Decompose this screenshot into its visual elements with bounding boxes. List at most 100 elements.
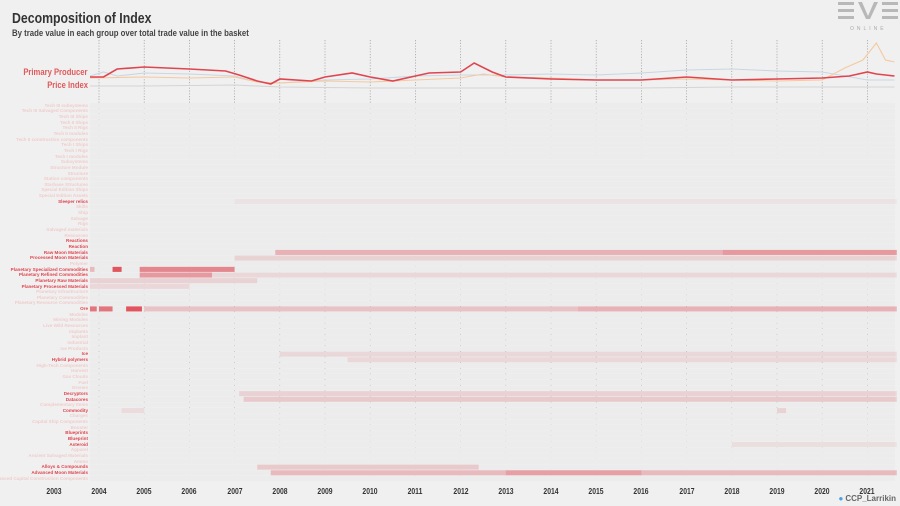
row-label: Datacores — [65, 396, 88, 402]
row-label: Tech I Rigs — [63, 147, 88, 153]
heatmap-cell — [347, 357, 897, 363]
heatmap-row-bg — [90, 148, 895, 154]
heatmap-row-bg — [90, 278, 895, 284]
row-label: Commodity — [62, 407, 88, 413]
heatmap-cell — [139, 266, 235, 272]
row-label: Ammo — [73, 458, 88, 464]
heatmap-row-bg — [90, 447, 895, 453]
heatmap-row-bg — [90, 232, 895, 238]
row-label: Tech I Ships — [61, 142, 88, 148]
heatmap-row-bg — [90, 266, 895, 272]
heatmap-row-bg — [90, 323, 895, 329]
heatmap-cell — [257, 464, 479, 470]
heatmap-row-bg — [90, 193, 895, 199]
row-label: Hybrid polymers — [51, 356, 88, 362]
heatmap-row-bg — [90, 119, 895, 125]
heatmap-cell — [89, 266, 95, 272]
credit: ● CCP_Larrikin — [838, 494, 896, 504]
row-label: Planetary Processed Materials — [21, 283, 88, 289]
row-label: Harvest — [71, 368, 88, 374]
x-tick-label: 2011 — [408, 487, 423, 496]
heatmap-row-bg — [90, 131, 895, 137]
heatmap-row-bg — [90, 374, 895, 380]
row-label: Tech III Salvaged Components — [21, 108, 88, 114]
row-label: Reaction — [68, 243, 88, 249]
heatmap-cell — [239, 391, 897, 397]
row-label: Blueprints — [65, 430, 88, 436]
row-label: Raw Moon Materials — [43, 249, 88, 255]
heatmap-row-bg — [90, 227, 895, 233]
heatmap-cell — [121, 408, 145, 414]
heatmap-cell — [505, 470, 642, 476]
heatmap-row-bg — [90, 379, 895, 385]
heatmap-row-bg — [90, 340, 895, 346]
x-tick-label: 2010 — [362, 487, 378, 496]
heatmap-row-bg — [90, 419, 895, 425]
row-label: Tech III subsystems — [44, 102, 88, 108]
row-label: Salvaged materials — [46, 227, 88, 232]
heatmap-cell — [99, 306, 113, 312]
heatmap-row-bg — [90, 221, 895, 227]
row-label: Industrial — [67, 340, 88, 345]
heatmap-row-bg — [90, 255, 895, 261]
row-label: Implants — [69, 328, 88, 334]
twitter-icon: ● — [838, 494, 844, 503]
heatmap-cell — [270, 470, 506, 476]
heatmap-row-bg — [90, 176, 895, 182]
row-label: Gas Clouds — [62, 373, 88, 379]
row-label: Fuel — [78, 379, 88, 385]
row-label: Sleeper relics — [58, 198, 88, 204]
heatmap-row-bg — [90, 108, 895, 114]
row-label: Polymer — [69, 260, 88, 266]
row-label: Ice — [81, 351, 88, 357]
heatmap-row-bg — [90, 396, 895, 402]
logo-subtext: ONLINE — [850, 26, 887, 32]
row-label: Tech II Ships — [60, 119, 88, 125]
row-label: Starbase Structures — [44, 181, 88, 187]
heatmap-row-bg — [90, 470, 895, 476]
heatmap-cell — [578, 306, 897, 312]
x-tick-label: 2008 — [272, 487, 288, 496]
row-label: Planetary Refined Commodities — [18, 272, 88, 278]
heatmap-row-bg — [90, 306, 895, 312]
heatmap-row-bg — [90, 413, 895, 419]
row-label: Salvage — [70, 215, 88, 221]
heatmap-row-bg — [90, 317, 895, 323]
heatmap-row-bg — [90, 272, 895, 278]
heatmap-cell — [777, 408, 787, 414]
heatmap-row-bg — [90, 199, 895, 205]
heatmap-row-bg — [90, 238, 895, 244]
row-label: Ice Products — [60, 345, 88, 351]
x-tick-label: 2013 — [498, 487, 514, 496]
heatmap-row-bg — [90, 442, 895, 448]
eve-online-logo — [838, 2, 898, 19]
index-line-other-3 — [90, 84, 895, 89]
row-label: Tech II Rigs — [62, 125, 88, 131]
row-label: Subsystems — [60, 159, 88, 165]
row-label: Alloys & Compounds — [41, 464, 88, 470]
row-label: Charges — [69, 413, 88, 419]
row-label: Ship — [78, 210, 88, 216]
heatmap-row-bg — [90, 430, 895, 436]
row-label: Advanced Capital Construction Components — [0, 475, 88, 481]
x-tick-label: 2021 — [859, 487, 875, 496]
heatmap-row-bg — [90, 436, 895, 442]
heatmap-row-bg — [90, 295, 895, 301]
heatmap-cell — [234, 199, 897, 205]
row-label: Advanced Moon Materials — [31, 469, 88, 475]
row-label: Complementary Items — [40, 402, 88, 408]
heatmap-row-bg — [90, 142, 895, 148]
x-tick-label: 2007 — [227, 487, 243, 496]
heatmap-cell — [139, 272, 212, 278]
heatmap-row-bg — [90, 170, 895, 176]
row-label: Booster — [70, 424, 88, 430]
heatmap-row-bg — [90, 289, 895, 295]
row-label: High-Tech Components — [36, 362, 88, 368]
x-tick-label: 2004 — [91, 487, 107, 496]
heatmap-row-bg — [90, 334, 895, 340]
row-label: Planetary Raw Materials — [35, 277, 88, 283]
heatmap-row-bg — [90, 345, 895, 351]
x-tick-label: 2019 — [769, 487, 785, 496]
heatmap-cell — [126, 306, 142, 312]
